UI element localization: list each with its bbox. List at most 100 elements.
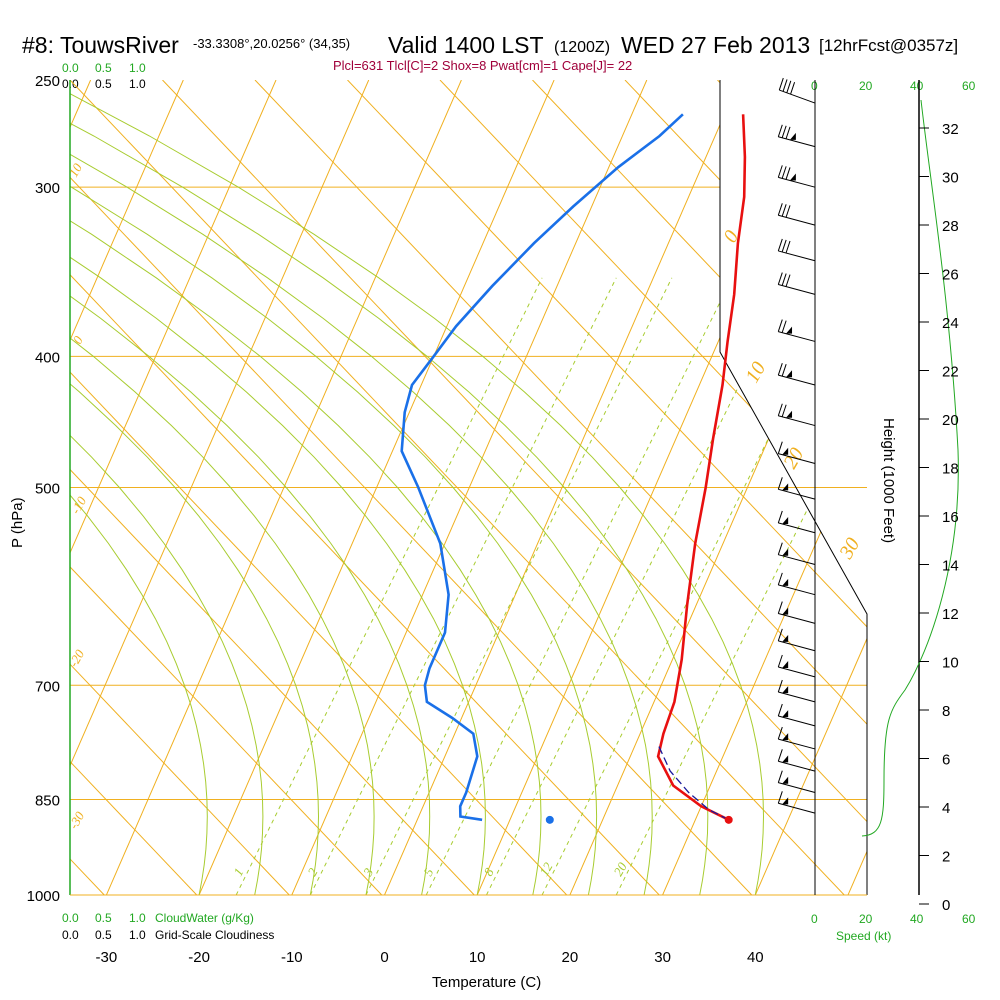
valid-date: WED 27 Feb 2013: [621, 32, 810, 58]
x-tick-label: -20: [188, 949, 210, 966]
valid-time: Valid 1400 LST: [388, 32, 544, 58]
wind-barb: [777, 203, 816, 226]
moist-adiabat-line: [70, 80, 375, 895]
dry-adiabat-line: [162, 80, 867, 895]
speed-top-tick-3: 60: [962, 79, 976, 93]
mixing-ratio-label: 2: [304, 865, 320, 879]
isotherm-label: -10: [68, 494, 90, 517]
dry-adiabat-line: [995, 80, 1000, 895]
parcel-profile: [657, 744, 729, 821]
cloudwater-bottom-tick-0: 0.0: [62, 911, 79, 925]
mixing-ratio-line: [541, 277, 849, 895]
speed-bottom-tick-0: 0: [811, 912, 818, 926]
wind-barb: [777, 238, 816, 262]
x-tick-label: -30: [96, 949, 118, 966]
y-axis-title: P (hPa): [9, 497, 26, 548]
cloudwater-top-tick-0: 0.0: [62, 61, 79, 75]
wind-barb: [777, 679, 816, 703]
mixing-ratio-line: [615, 277, 867, 895]
height-tick-label: 24: [942, 315, 959, 332]
cloudiness-top-tick-1: 0.5: [95, 77, 112, 91]
wind-barb: [778, 77, 816, 104]
wind-barb: [777, 272, 816, 295]
x-axis-title: Temperature (C): [432, 974, 541, 991]
cloud-water-curve: [861, 99, 959, 837]
y-tick-label: 850: [35, 792, 60, 809]
cloudiness-top-tick-2: 1.0: [129, 77, 146, 91]
moist-adiabat-line: [70, 80, 320, 895]
x-tick-label: 30: [654, 949, 671, 966]
mixing-ratio-label: 3: [360, 865, 377, 879]
y-tick-label: 400: [35, 349, 60, 366]
dry-adiabat-line: [70, 80, 660, 895]
wind-barb: [777, 542, 816, 566]
dry-adiabat-line: [70, 80, 475, 895]
moist-adiabat-line: [70, 80, 598, 895]
height-tick-label: 0: [942, 897, 950, 914]
station-title: #8: TouwsRiver: [22, 32, 179, 58]
mixing-ratio-line: [425, 277, 733, 895]
dry-adiabat-line: [70, 80, 753, 895]
height-tick-label: 4: [942, 800, 950, 817]
mixing-ratio-label: 1: [230, 865, 246, 878]
mixing-ratio-label: 20: [610, 859, 630, 878]
isotherm-line: [70, 80, 277, 895]
cloudiness-bottom-tick-0: 0.0: [62, 928, 79, 942]
height-tick-label: 12: [942, 606, 959, 623]
height-tick-label: 16: [942, 509, 959, 526]
wind-barb: [777, 165, 816, 188]
mixing-ratio-label: 5: [420, 865, 436, 879]
wind-barb: [777, 403, 816, 427]
x-tick-label: -10: [281, 949, 303, 966]
mixing-ratio-line: [309, 277, 617, 895]
cloudwater-label: CloudWater (g/Kg): [155, 911, 254, 925]
moist-adiabat-line: [70, 80, 653, 895]
isotherm-line: [847, 80, 867, 895]
speed-axis-label: Speed (kt): [836, 929, 891, 943]
cloudwater-bottom-tick-1: 0.5: [95, 911, 112, 925]
isotherm-label: 20: [779, 444, 808, 472]
isotherm-label: 0: [70, 333, 86, 347]
height-tick-label: 32: [942, 121, 959, 138]
height-axis-title: Height (1000 Feet): [880, 418, 897, 543]
height-tick-label: 22: [942, 364, 959, 381]
cloudiness-bottom-tick-1: 0.5: [95, 928, 112, 942]
dry-adiabat-line: [532, 80, 867, 895]
x-tick-label: 0: [380, 949, 388, 966]
x-tick-label: 40: [747, 949, 764, 966]
mixing-ratio-line: [486, 277, 793, 895]
dewpoint-profile: [400, 113, 684, 822]
height-tick-label: 10: [942, 655, 959, 672]
moist-adiabat-line: [70, 80, 431, 895]
valid-zulu: (1200Z): [554, 39, 610, 56]
dry-adiabat-line: [70, 80, 290, 895]
mixing-ratio-label: 12: [536, 859, 556, 878]
moist-adiabat-line: [70, 80, 765, 895]
speed-top-tick-1: 20: [859, 79, 873, 93]
moist-adiabat-line: [70, 80, 486, 895]
cloudwater-top-tick-2: 1.0: [129, 61, 146, 75]
mixing-ratio-line: [365, 277, 673, 895]
speed-top-tick-2: 40: [910, 79, 924, 93]
dry-adiabat-line: [254, 80, 867, 895]
y-tick-label: 300: [35, 180, 60, 197]
isotherm-line: [105, 80, 462, 895]
y-tick-label: 700: [35, 678, 60, 695]
wind-barb: [777, 441, 816, 464]
isotherm-label: 10: [741, 358, 770, 386]
speed-bottom-tick-1: 20: [859, 912, 873, 926]
isotherm-line: [70, 80, 370, 895]
x-tick-label: 20: [562, 949, 579, 966]
wind-barb: [777, 572, 816, 596]
forecast-label: [12hrFcst@0357z]: [819, 36, 958, 55]
wind-barb: [777, 628, 816, 652]
moist-adiabat-line: [70, 80, 208, 895]
cloudiness-bottom-tick-2: 1.0: [129, 928, 146, 942]
wind-barb: [777, 319, 816, 342]
stability-params: Plcl=631 Tlcl[C]=2 Shox=8 Pwat[cm]=1 Cap…: [333, 58, 632, 73]
speed-bottom-tick-2: 40: [910, 912, 924, 926]
mixing-ratio-label: 8: [481, 865, 497, 879]
height-tick-label: 2: [942, 849, 950, 866]
y-tick-label: 250: [35, 73, 60, 90]
